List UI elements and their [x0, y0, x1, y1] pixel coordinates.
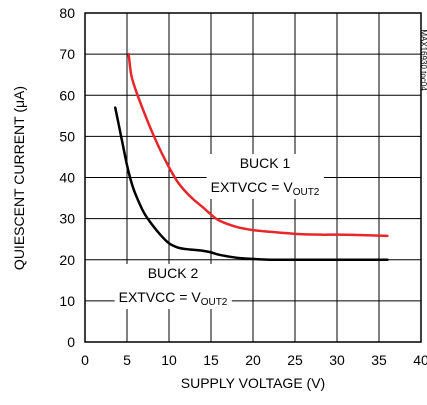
y-tick-label: 80	[59, 5, 75, 21]
y-tick-label: 20	[59, 252, 75, 268]
y-tick-label: 70	[59, 46, 75, 62]
series-layer	[113, 52, 389, 262]
plot-frame	[84, 12, 422, 343]
y-axis-title: QUIESCENT CURRENT (μA)	[11, 86, 27, 270]
y-tick-label: 40	[59, 170, 75, 186]
series-line-buck-1	[127, 52, 389, 238]
annotation-buck2-title: BUCK 2	[148, 265, 199, 281]
y-tick-label: 0	[67, 334, 75, 350]
x-tick-label: 5	[123, 352, 131, 368]
x-tick-label: 25	[287, 352, 303, 368]
y-axis-ticks: 0 10 20 30 40 50 60 70 80	[59, 5, 75, 350]
y-tick-label: 60	[59, 87, 75, 103]
y-tick-label: 50	[59, 128, 75, 144]
x-tick-label: 15	[203, 352, 219, 368]
annotation-background	[114, 264, 232, 309]
x-tick-label: 40	[413, 352, 427, 368]
annotation-buck1: BUCK 1 EXTVCC = VOUT2	[206, 154, 324, 199]
x-axis-ticks: 0 5 10 15 20 25 30 35 40	[81, 352, 427, 368]
x-axis-title: SUPPLY VOLTAGE (V)	[181, 375, 325, 391]
annotation-buck1-condition: EXTVCC = VOUT2	[211, 179, 320, 198]
series-line-buck-2	[113, 106, 389, 262]
y-tick-label: 10	[59, 293, 75, 309]
figure-code: MAX16930 toc04	[419, 29, 427, 91]
annotation-background	[206, 154, 324, 199]
y-tick-label: 30	[59, 211, 75, 227]
x-tick-label: 35	[371, 352, 387, 368]
x-tick-label: 10	[161, 352, 177, 368]
annotation-buck2-condition: EXTVCC = VOUT2	[119, 289, 228, 308]
x-tick-label: 30	[329, 352, 345, 368]
annotation-buck1-title: BUCK 1	[240, 155, 291, 171]
x-tick-label: 20	[245, 352, 261, 368]
annotation-buck2: BUCK 2 EXTVCC = VOUT2	[114, 264, 232, 309]
x-tick-label: 0	[81, 352, 89, 368]
